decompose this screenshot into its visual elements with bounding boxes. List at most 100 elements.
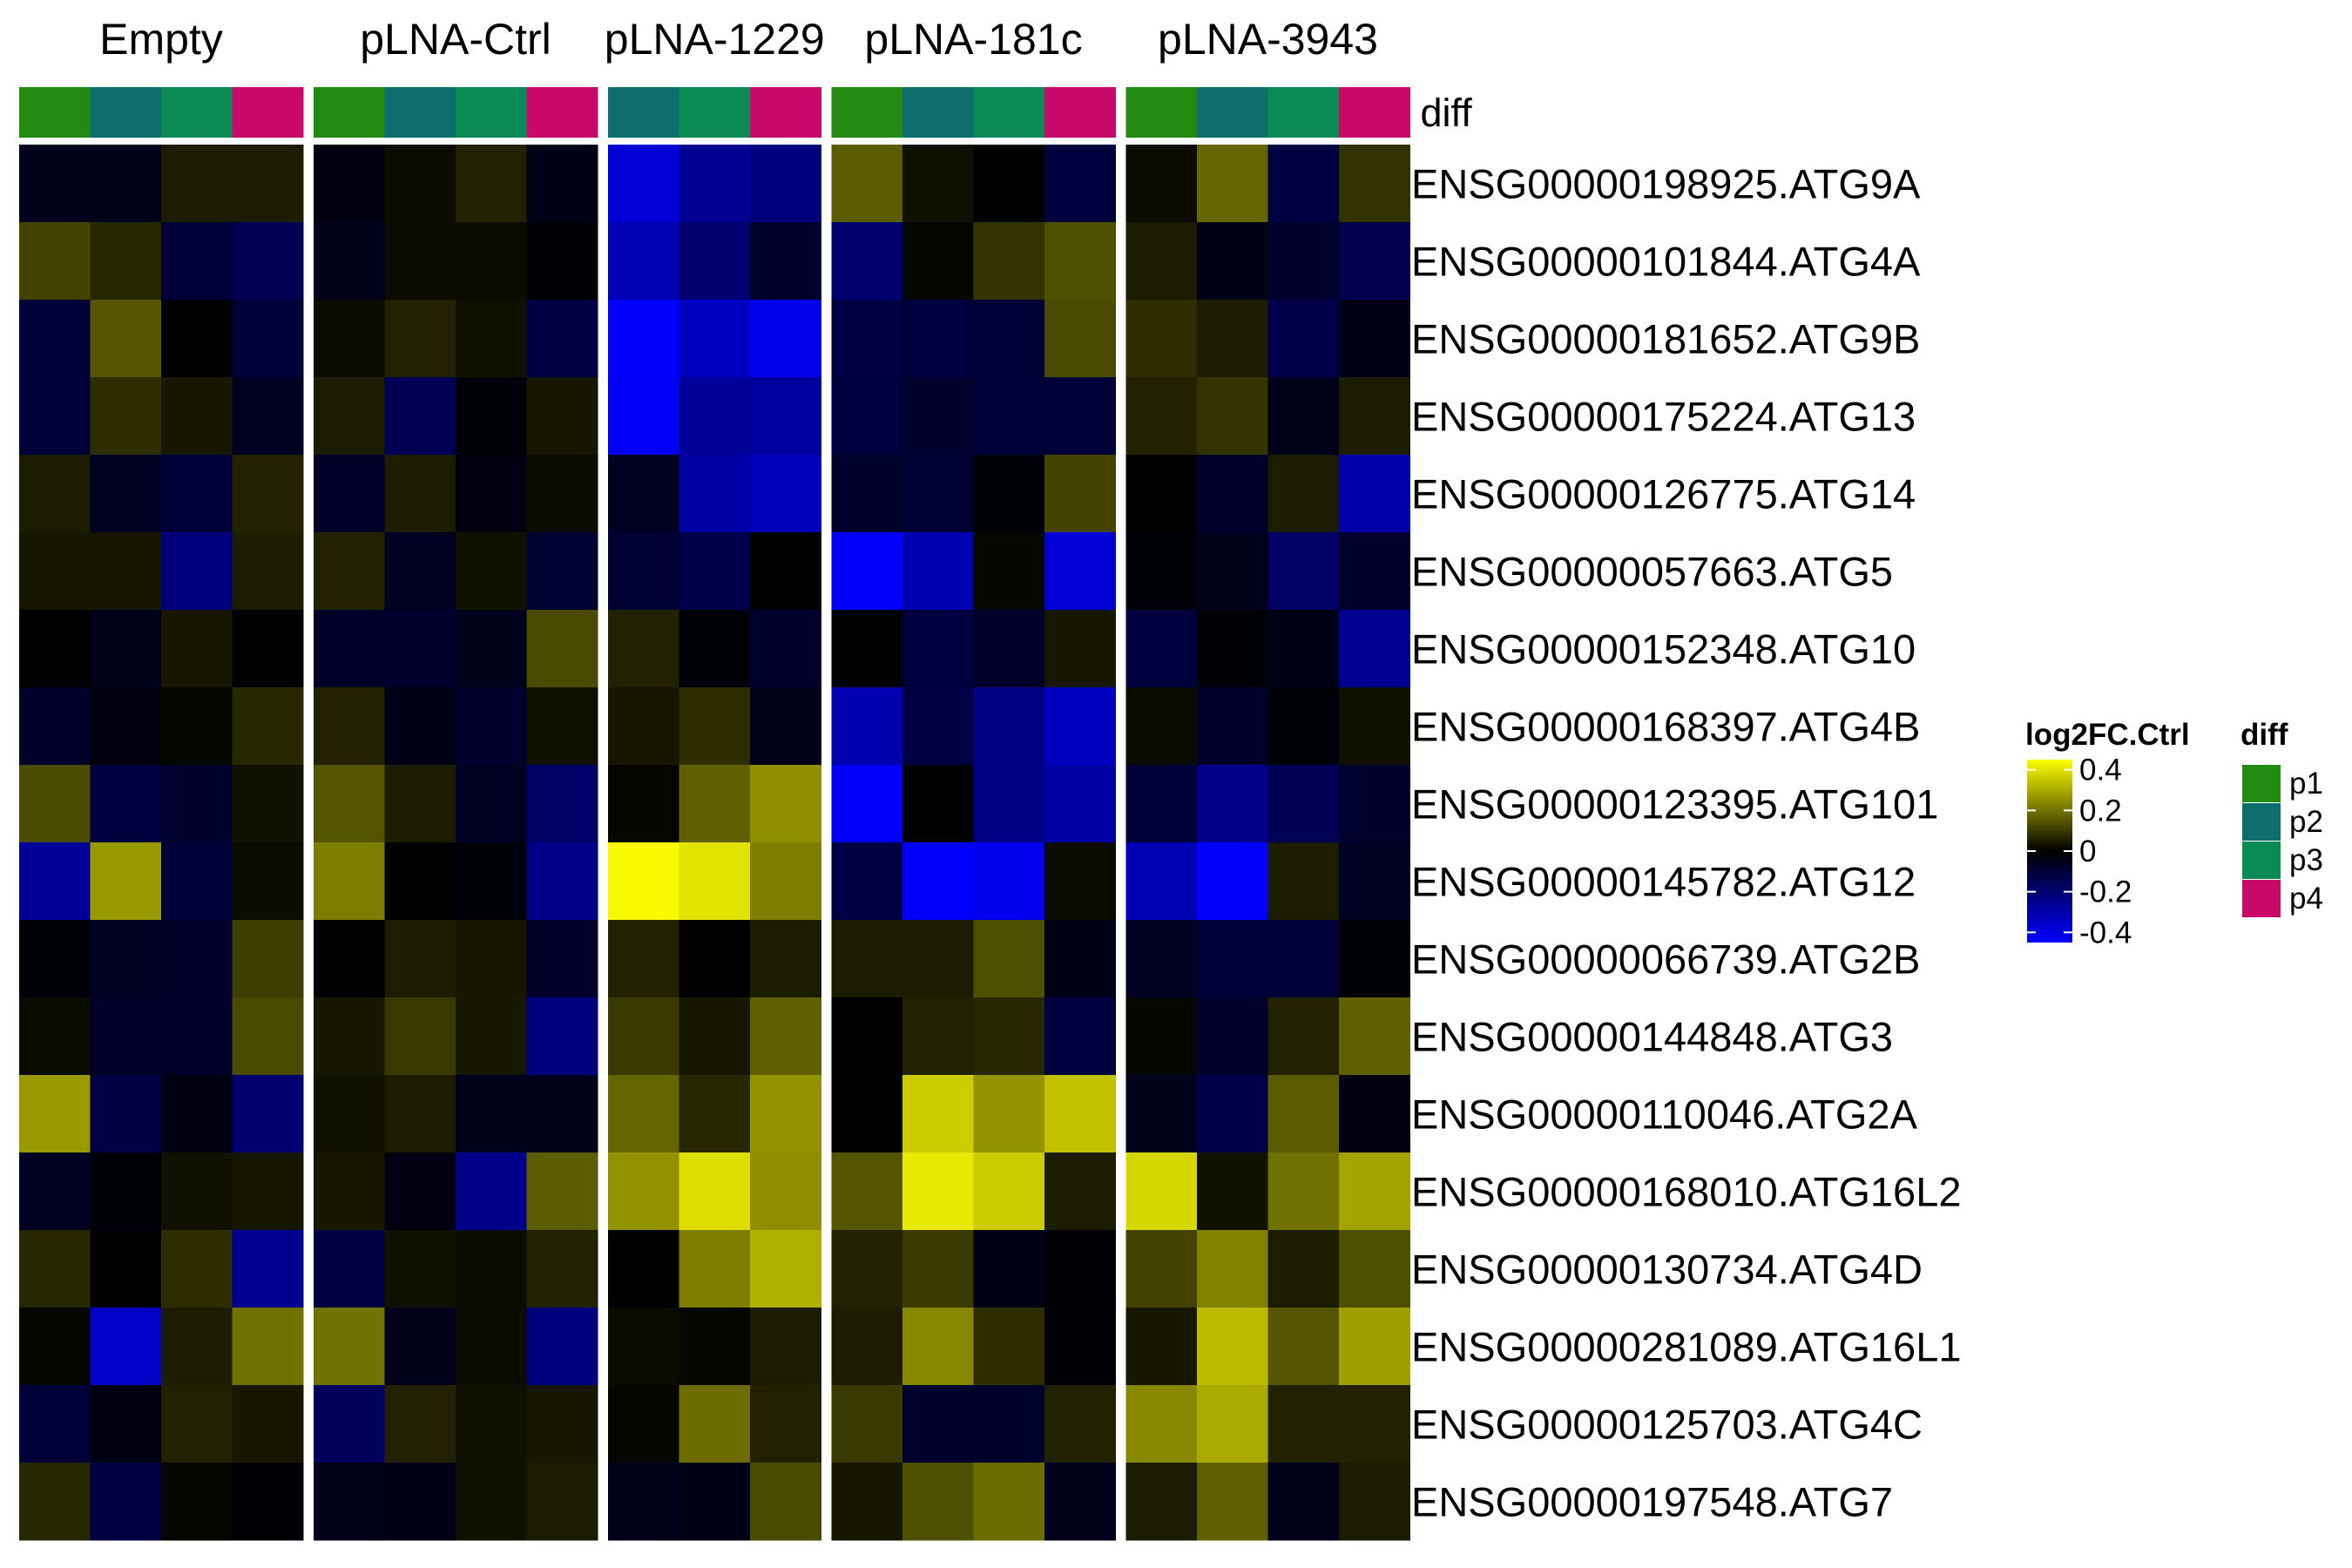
heatmap-cell: [831, 455, 903, 533]
heatmap-cell: [902, 300, 974, 378]
heatmap-cell: [608, 842, 679, 921]
annotation-cell: [161, 87, 233, 138]
row-label: ENSG00000130734.ATG4D: [1411, 1247, 1923, 1293]
heatmap-cell: [526, 222, 598, 301]
heatmap-cell: [973, 687, 1045, 766]
heatmap-cell: [608, 300, 679, 378]
annotation-cell: [1267, 87, 1340, 138]
heatmap-cell: [161, 842, 233, 921]
heatmap-cell: [1339, 145, 1410, 223]
heatmap-cell: [526, 1230, 598, 1308]
annotation-cell: [1125, 87, 1198, 138]
heatmap-cell: [1044, 687, 1116, 766]
heatmap-cell: [232, 455, 304, 533]
heatmap-cell: [1339, 1463, 1410, 1541]
heatmap-cell: [19, 1308, 91, 1386]
heatmap-cell: [1044, 1230, 1116, 1308]
heatmap-cell: [679, 920, 751, 998]
column-group-title: pLNA-181c: [864, 15, 1082, 64]
heatmap-cell: [1197, 765, 1268, 843]
heatmap-cell: [90, 765, 162, 843]
heatmap-cell: [1197, 1385, 1268, 1463]
heatmap-cell: [902, 1230, 974, 1308]
heatmap-cell: [1044, 997, 1116, 1076]
heatmap-cell: [1044, 1463, 1116, 1541]
heatmap-cell: [456, 997, 527, 1076]
heatmap-cell: [973, 1152, 1045, 1231]
heatmap-cell: [831, 1152, 903, 1231]
heatmap-cell: [679, 610, 751, 688]
heatmap-cell: [1267, 222, 1340, 301]
diff-annotation-bar: [19, 87, 1410, 138]
heatmap-cell: [1267, 1385, 1340, 1463]
column-group-title: pLNA-1229: [605, 15, 825, 64]
heatmap-cell: [973, 1385, 1045, 1463]
heatmap-cell: [750, 1463, 821, 1541]
heatmap-cell: [831, 222, 903, 301]
heatmap-cell: [1267, 610, 1340, 688]
heatmap-cell: [90, 842, 162, 921]
heatmap-cell: [384, 997, 456, 1076]
heatmap-cell: [608, 377, 679, 456]
heatmap-cell: [161, 222, 233, 301]
heatmap-cell: [1197, 222, 1268, 301]
heatmap-cell: [384, 145, 456, 223]
heatmap-cell: [1197, 1463, 1268, 1541]
heatmap-cell: [161, 1463, 233, 1541]
heatmap-cell: [1125, 1075, 1198, 1153]
heatmap-cell: [1044, 1075, 1116, 1153]
heatmap-cell: [232, 920, 304, 998]
heatmap-cell: [1267, 1308, 1340, 1386]
heatmap-cell: [679, 145, 751, 223]
heatmap-cell: [608, 455, 679, 533]
heatmap-cell: [1339, 1152, 1410, 1231]
diff-legend-items: p1 p2 p3 p4: [2242, 765, 2323, 917]
heatmap-cell: [314, 532, 385, 611]
heatmap-cell: [1197, 1075, 1268, 1153]
heatmap-cell: [1267, 377, 1340, 456]
heatmap-cell: [973, 920, 1045, 998]
heatmap-cell: [831, 377, 903, 456]
heatmap-cell: [19, 997, 91, 1076]
heatmap-cell: [19, 532, 91, 611]
heatmap-cell: [750, 377, 821, 456]
annotation-cell: [902, 87, 974, 138]
heatmap-cell: [1044, 1308, 1116, 1386]
heatmap-cell: [384, 1385, 456, 1463]
heatmap-cell: [90, 1463, 162, 1541]
heatmap-cell: [232, 1463, 304, 1541]
diff-legend-label: p3: [2289, 843, 2323, 877]
color-scale-tick-label: 0: [2079, 835, 2096, 868]
heatmap-cell: [314, 1152, 385, 1231]
heatmap-cell: [161, 377, 233, 456]
heatmap-cell: [1044, 145, 1116, 223]
annotation-cell: [831, 87, 903, 138]
annotation-cell: [314, 87, 385, 138]
heatmap-cell: [1044, 377, 1116, 456]
heatmap-cell: [314, 610, 385, 688]
heatmap-cell: [314, 842, 385, 921]
heatmap-cell: [384, 377, 456, 456]
color-scale-tick-label: -0.2: [2079, 875, 2132, 909]
color-scale-legend: log2FC.Ctrl 0.4 0.2 0 -0.2 -0.4: [2025, 718, 2190, 950]
heatmap-cell: [232, 377, 304, 456]
heatmap-cell: [1267, 300, 1340, 378]
heatmap-cell: [161, 455, 233, 533]
heatmap-cell: [526, 532, 598, 611]
heatmap-cell: [1339, 377, 1410, 456]
heatmap-cell: [608, 610, 679, 688]
row-label: ENSG00000175224.ATG13: [1411, 394, 1916, 440]
heatmap-cell: [19, 222, 91, 301]
heatmap-cell: [1267, 1152, 1340, 1231]
heatmap-cell: [232, 1230, 304, 1308]
row-label: ENSG00000144848.ATG3: [1411, 1014, 1893, 1060]
heatmap-cell: [161, 610, 233, 688]
diff-legend-label: p2: [2289, 805, 2323, 839]
heatmap-cell: [232, 222, 304, 301]
heatmap-cell: [1125, 532, 1198, 611]
heatmap-cell: [1125, 997, 1198, 1076]
heatmap-cell: [679, 687, 751, 766]
heatmap-cell: [1267, 532, 1340, 611]
heatmap-cell: [902, 610, 974, 688]
heatmap-cell: [973, 1230, 1045, 1308]
